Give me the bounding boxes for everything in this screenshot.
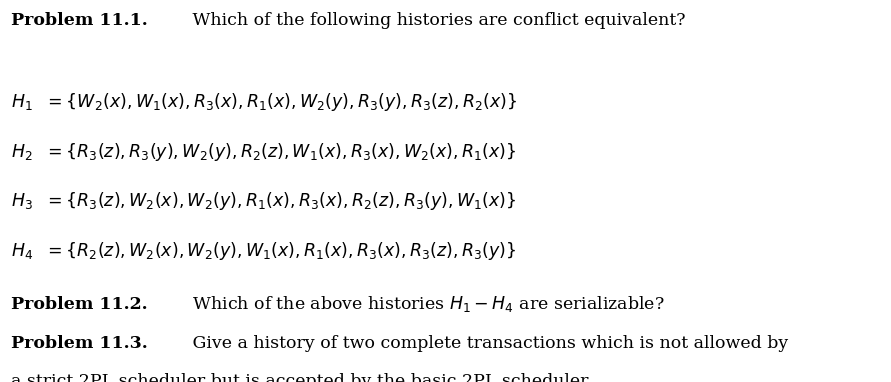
Text: Which of the above histories $H_1 - H_4$ are serializable?: Which of the above histories $H_1 - H_4$… bbox=[187, 295, 665, 314]
Text: a strict 2PL scheduler but is accepted by the basic 2PL scheduler.: a strict 2PL scheduler but is accepted b… bbox=[11, 373, 592, 382]
Text: $=\{R_3(z),W_2(x),W_2(y),R_1(x),R_3(x),R_2(z),R_3(y),W_1(x)\}$: $=\{R_3(z),W_2(x),W_2(y),R_1(x),R_3(x),R… bbox=[39, 190, 516, 212]
Text: $H_2$: $H_2$ bbox=[11, 142, 32, 162]
Text: $=\{W_2(x),W_1(x),R_3(x),R_1(x),W_2(y),R_3(y),R_3(z),R_2(x)\}$: $=\{W_2(x),W_1(x),R_3(x),R_1(x),W_2(y),R… bbox=[38, 91, 517, 113]
Text: Problem 11.3.: Problem 11.3. bbox=[11, 335, 147, 351]
Text: $H_4$: $H_4$ bbox=[11, 241, 33, 261]
Text: Which of the following histories are conflict equivalent?: Which of the following histories are con… bbox=[187, 12, 686, 29]
Text: Problem 11.2.: Problem 11.2. bbox=[11, 296, 147, 313]
Text: $H_3$: $H_3$ bbox=[11, 191, 32, 211]
Text: Give a history of two complete transactions which is not allowed by: Give a history of two complete transacti… bbox=[187, 335, 789, 351]
Text: $=\{R_3(z),R_3(y),W_2(y),R_2(z),W_1(x),R_3(x),W_2(x),R_1(x)\}$: $=\{R_3(z),R_3(y),W_2(y),R_2(z),W_1(x),R… bbox=[38, 141, 516, 163]
Text: $H_1$: $H_1$ bbox=[11, 92, 32, 112]
Text: $=\{R_2(z),W_2(x),W_2(y),W_1(x),R_1(x),R_3(x),R_3(z),R_3(y)\}$: $=\{R_2(z),W_2(x),W_2(y),W_1(x),R_1(x),R… bbox=[39, 240, 517, 262]
Text: Problem 11.1.: Problem 11.1. bbox=[11, 12, 147, 29]
